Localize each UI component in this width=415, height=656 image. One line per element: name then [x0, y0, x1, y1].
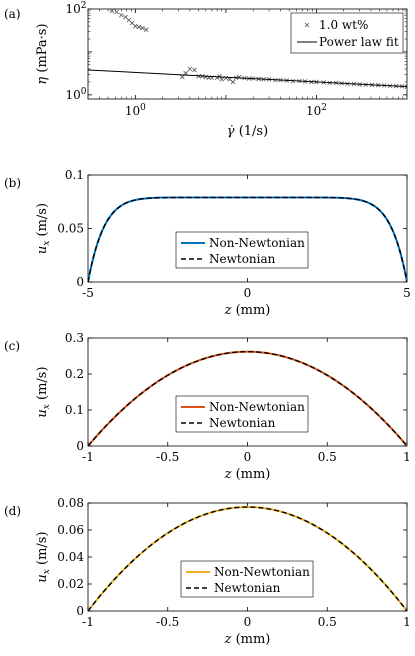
- legend: Non-Newtonian Newtonian: [175, 395, 309, 433]
- y-tick-label: 0.2: [65, 367, 84, 381]
- x-tick-label: 0: [244, 615, 252, 629]
- y-tick-label: 100: [65, 87, 86, 102]
- y-axis-label: ux (m/s): [35, 203, 52, 254]
- legend-box: [290, 12, 404, 54]
- y-tick-label: 0.1: [65, 403, 84, 417]
- y-tick-label: 0.05: [57, 222, 84, 236]
- legend-label: Newtonian: [214, 581, 281, 595]
- series-line-newtonian: [88, 506, 407, 611]
- x-tick-label: 100: [125, 103, 146, 118]
- x-tick-label: -1: [82, 450, 94, 464]
- x-tick-label: 0: [244, 286, 252, 300]
- data-point: [187, 66, 193, 72]
- y-tick-label: 0: [76, 604, 84, 618]
- legend-label: Non-Newtonian: [214, 565, 310, 579]
- y-tick-label: 0.1: [65, 168, 84, 182]
- data-point: [230, 79, 236, 85]
- panel-0: (a) 100 102 100 102 γ̇ (1/s) η (mPa·s) 1.0 wt% P…: [4, 1, 408, 139]
- data-point: [180, 74, 185, 80]
- data-point: [404, 84, 407, 89]
- data-point: [219, 77, 225, 82]
- legend: 1.0 wt% Power law fit: [290, 12, 404, 54]
- data-point: [192, 67, 197, 73]
- plot-area: [88, 196, 407, 282]
- plot-area: [88, 350, 407, 446]
- data-point: [196, 74, 201, 79]
- x-axis-label: z (mm): [224, 632, 271, 647]
- legend: Non-Newtonian Newtonian: [175, 231, 309, 269]
- legend-marker: [304, 22, 310, 28]
- x-tick-label: -0.5: [156, 615, 179, 629]
- x-tick-label: 0.5: [318, 450, 337, 464]
- x-tick-label: -0.5: [156, 450, 179, 464]
- series-line-newtonian: [88, 196, 407, 282]
- series-line-newtonian: [88, 350, 407, 446]
- panel-2: (c) -1 -0.5 0 0.5 1 0 0.1 0.2 0.3 z (mm) ux (m/s) No…: [4, 331, 411, 482]
- panel-label: (d): [4, 504, 21, 518]
- data-point: [227, 77, 232, 82]
- x-axis-label: z (mm): [224, 303, 271, 318]
- y-tick-label: 0: [76, 439, 84, 453]
- x-axis-label: γ̇ (1/s): [227, 124, 268, 139]
- data-point: [217, 74, 222, 79]
- data-point: [119, 12, 124, 18]
- x-tick-label: 102: [306, 103, 327, 118]
- legend-label: Newtonian: [209, 252, 276, 266]
- panel-label: (a): [4, 7, 21, 21]
- panel-label: (c): [4, 339, 20, 353]
- y-tick-label: 0: [76, 275, 84, 289]
- legend-box: [175, 231, 309, 269]
- panel-label: (b): [4, 176, 21, 190]
- y-tick-label: 0.3: [65, 331, 84, 345]
- data-point: [136, 24, 142, 30]
- y-tick-label: 102: [65, 1, 86, 16]
- legend-label: Non-Newtonian: [209, 236, 305, 250]
- x-tick-label: 1: [403, 450, 411, 464]
- y-tick-label: 0.04: [57, 550, 84, 564]
- legend-box: [180, 560, 314, 598]
- data-point: [109, 9, 115, 14]
- data-point: [143, 27, 149, 32]
- x-tick-label: -5: [82, 286, 94, 300]
- x-tick-label: -1: [82, 615, 94, 629]
- x-tick-label: 0.5: [318, 615, 337, 629]
- data-point: [133, 23, 138, 29]
- plot-area: [88, 506, 407, 611]
- legend-label: Power law fit: [319, 35, 399, 49]
- panel-1: (b)-5 0 500.050.1z (mm)ux (m/s)Non-Newtoni…: [4, 168, 411, 318]
- y-axis-label: ux (m/s): [35, 531, 52, 582]
- legend-label: Newtonian: [209, 416, 276, 430]
- x-tick-label: 1: [403, 615, 411, 629]
- y-tick-label: 0.06: [57, 523, 84, 537]
- y-axis-label: ux (m/s): [35, 366, 52, 417]
- x-axis-label: z (mm): [224, 467, 271, 482]
- data-point: [114, 9, 119, 15]
- data-point: [183, 70, 189, 76]
- legend: Non-Newtonian Newtonian: [180, 560, 314, 598]
- y-axis-label: η (mPa·s): [35, 23, 50, 84]
- y-tick-label: 0.02: [57, 577, 84, 591]
- x-tick-label: 5: [403, 286, 411, 300]
- plot-area: [88, 9, 407, 89]
- legend-label: Non-Newtonian: [209, 400, 305, 414]
- legend-label: 1.0 wt%: [319, 18, 368, 32]
- y-tick-label: 0.08: [57, 496, 84, 510]
- data-point: [140, 25, 145, 31]
- x-tick-label: 0: [244, 450, 252, 464]
- panel-3: (d) -1 -0.5 0 0.5 1 0 0.02 0.04 0.06 0.08 z (mm) ux …: [4, 496, 411, 647]
- legend-box: [175, 395, 309, 433]
- power-law-fit-line: [88, 69, 407, 88]
